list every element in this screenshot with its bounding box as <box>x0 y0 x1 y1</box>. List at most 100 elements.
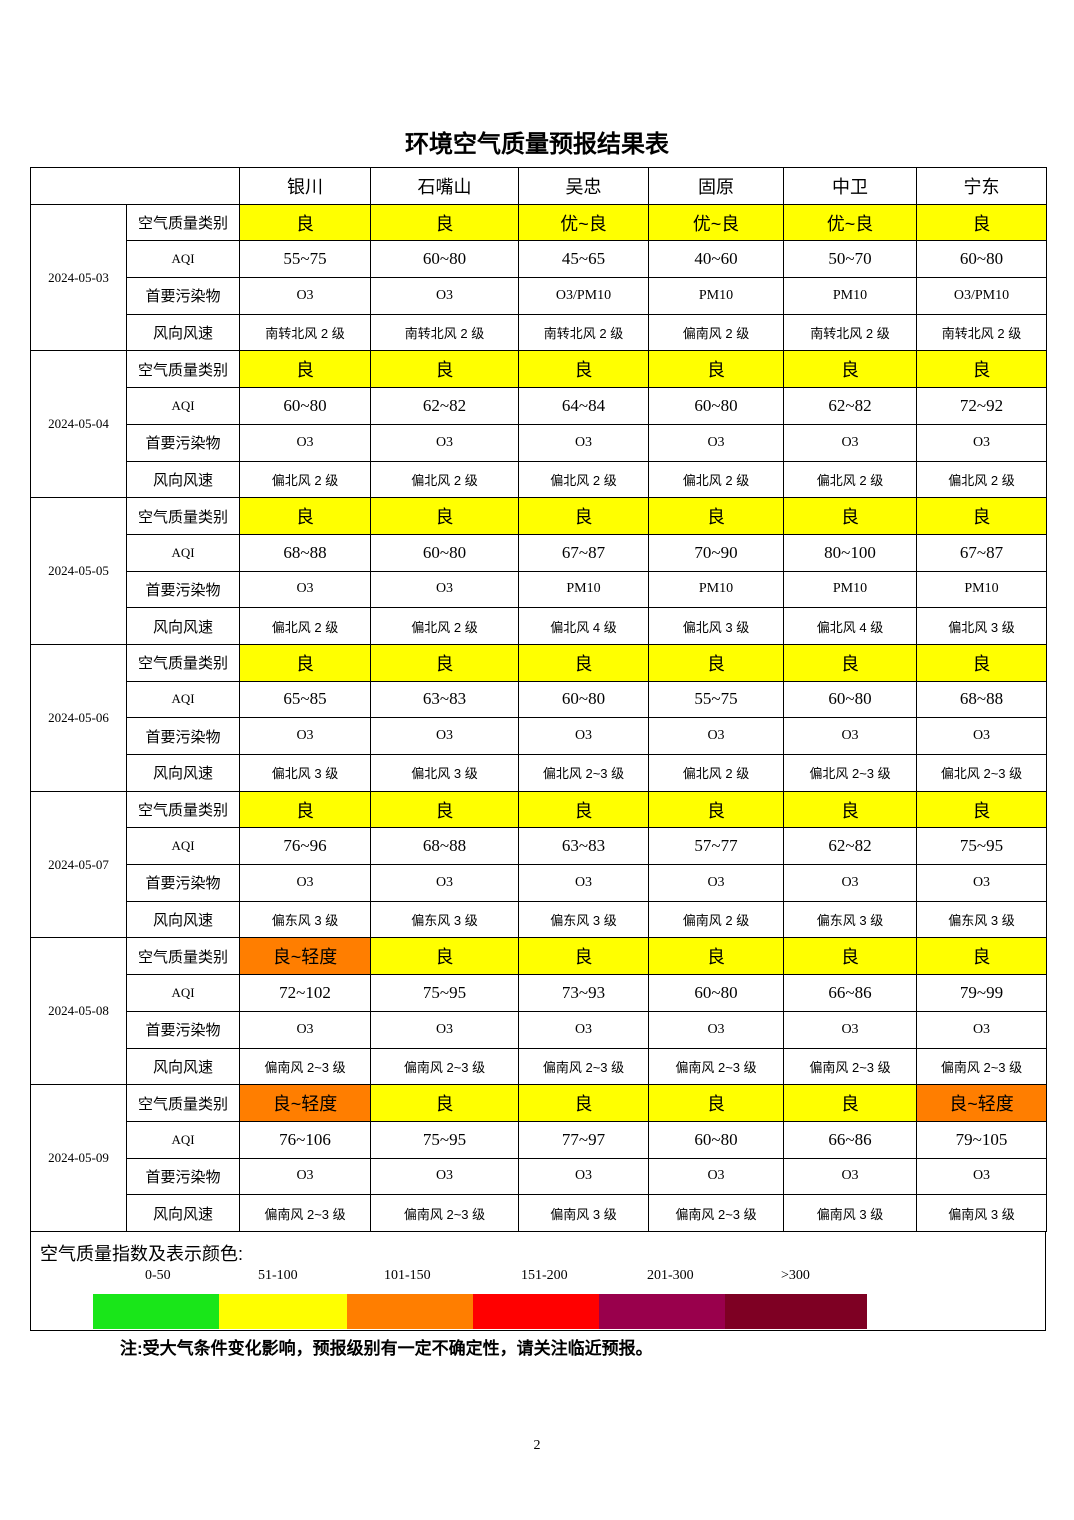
city-header: 银川 <box>239 167 371 205</box>
wind-cell: 偏南风 2~3 级 <box>783 1047 917 1086</box>
city-header: 石嘴山 <box>370 167 519 205</box>
legend-color-swatch <box>93 1294 219 1329</box>
table-row: 2024-05-09 空气质量类别 良~轻度良良良良良~轻度 <box>30 1084 1047 1232</box>
row-label-wind: 风向风速 <box>126 754 240 792</box>
wind-cell: 偏北风 3 级 <box>648 607 784 645</box>
pollutant-cell: O3 <box>518 1010 649 1049</box>
aqi-cell: 64~84 <box>518 387 649 425</box>
pollutant-cell: O3 <box>370 864 519 902</box>
aqi-cell: 57~77 <box>648 827 784 866</box>
category-cell: 良 <box>239 203 371 242</box>
wind-cell: 偏南风 3 级 <box>916 1194 1047 1232</box>
wind-cell: 偏北风 2 级 <box>239 460 371 499</box>
header-row: 银川 石嘴山 吴忠 固原 中卫 宁东 <box>30 167 1047 205</box>
aqi-cell: 75~95 <box>370 1120 519 1159</box>
category-cell: 良~轻度 <box>239 937 371 976</box>
pollutant-cell: O3 <box>370 1157 519 1196</box>
pollutant-cell: O3 <box>518 1157 649 1196</box>
wind-cell: 偏东风 3 级 <box>916 900 1047 939</box>
aqi-cell: 68~88 <box>370 827 519 866</box>
date-cell: 2024-05-08 <box>30 937 127 1086</box>
category-cell: 良 <box>783 497 917 535</box>
category-cell: 优~良 <box>783 203 917 242</box>
category-cell: 优~良 <box>648 203 784 242</box>
wind-cell: 偏南风 2 级 <box>648 313 784 352</box>
city-header: 中卫 <box>783 167 917 205</box>
row-label-wind: 风向风速 <box>126 900 240 939</box>
pollutant-cell: PM10 <box>916 570 1047 609</box>
row-label-wind: 风向风速 <box>126 313 240 352</box>
table-row: 首要污染物 O3 O3 O3 O3 O3 O3 <box>31 864 1047 902</box>
category-cell: 良 <box>239 497 371 535</box>
category-cell: 良 <box>239 790 371 829</box>
table-row: 首要污染物 O3 O3 PM10 PM10 PM10 PM10 <box>31 570 1047 609</box>
row-label-aqi: AQI <box>126 827 240 866</box>
category-cell: 良 <box>648 497 784 535</box>
aqi-cell: 60~80 <box>370 533 519 572</box>
table-row: AQI 76~96 68~88 63~83 57~77 62~82 75~95 <box>31 827 1047 866</box>
aqi-cell: 79~99 <box>916 974 1047 1012</box>
table-row: 风向风速 偏南风 2~3 级偏南风 2~3 级偏南风 3 级偏南风 2~3 级偏南… <box>31 1194 1047 1232</box>
pollutant-cell: PM10 <box>783 277 917 315</box>
legend-range-label: >300 <box>781 1268 810 1283</box>
pollutant-cell: O3 <box>916 423 1047 462</box>
table-row: 2024-05-07 空气质量类别良良良良良良 <box>30 790 1047 939</box>
category-cell: 良 <box>916 790 1047 829</box>
pollutant-cell: O3 <box>916 1010 1047 1049</box>
pollutant-cell: O3 <box>239 864 371 902</box>
wind-cell: 偏北风 2 级 <box>239 607 371 645</box>
table-row: 首要污染物 O3 O3 O3 O3 O3 O3 <box>31 717 1047 755</box>
table-row: 首要污染物 O3 O3 O3 O3 O3 O3 <box>31 1010 1047 1049</box>
aqi-cell: 75~95 <box>916 827 1047 866</box>
legend-range-label: 201-300 <box>647 1268 694 1283</box>
date-cell: 2024-05-07 <box>30 790 127 939</box>
wind-cell: 偏南风 2~3 级 <box>648 1047 784 1086</box>
pollutant-cell: O3/PM10 <box>916 277 1047 315</box>
pollutant-cell: O3 <box>370 277 519 315</box>
aqi-cell: 63~83 <box>370 680 519 719</box>
category-cell: 良 <box>916 937 1047 976</box>
row-label-aqi: AQI <box>126 533 240 572</box>
category-cell: 良 <box>518 1084 649 1122</box>
wind-cell: 偏东风 3 级 <box>239 900 371 939</box>
row-label-aqi: AQI <box>126 1120 240 1159</box>
disclaimer-note: 注:受大气条件变化影响，预报级别有一定不确定性，请关注临近预报。 <box>120 1339 653 1358</box>
aqi-cell: 55~75 <box>648 680 784 719</box>
wind-cell: 偏北风 2 级 <box>518 460 649 499</box>
date-cell: 2024-05-06 <box>30 643 127 792</box>
pollutant-cell: O3 <box>370 717 519 755</box>
city-header: 固原 <box>648 167 784 205</box>
row-label-wind: 风向风速 <box>126 1047 240 1086</box>
pollutant-cell: O3/PM10 <box>518 277 649 315</box>
row-label-category: 空气质量类别 <box>126 643 240 682</box>
table-row: 首要污染物 O3 O3 O3 O3 O3 O3 <box>31 423 1047 462</box>
category-cell: 良 <box>648 643 784 682</box>
category-cell: 良 <box>648 350 784 389</box>
category-cell: 良 <box>783 937 917 976</box>
wind-cell: 偏北风 3 级 <box>916 607 1047 645</box>
row-label-aqi: AQI <box>126 974 240 1012</box>
category-cell: 良 <box>648 1084 784 1122</box>
table-row: 首要污染物 O3 O3 O3/PM10 PM10 PM10 O3/PM10 <box>31 277 1047 315</box>
wind-cell: 偏北风 4 级 <box>518 607 649 645</box>
wind-cell: 偏南风 2~3 级 <box>370 1047 519 1086</box>
wind-cell: 偏北风 3 级 <box>239 754 371 792</box>
pollutant-cell: O3 <box>783 1010 917 1049</box>
category-cell: 良 <box>648 937 784 976</box>
category-cell: 良 <box>518 937 649 976</box>
category-cell: 良 <box>916 350 1047 389</box>
wind-cell: 偏北风 2~3 级 <box>783 754 917 792</box>
category-cell: 良 <box>783 643 917 682</box>
pollutant-cell: PM10 <box>648 277 784 315</box>
row-label-pollutant: 首要污染物 <box>126 570 240 609</box>
aqi-cell: 75~95 <box>370 974 519 1012</box>
pollutant-cell: O3 <box>916 717 1047 755</box>
table-row: 首要污染物 O3 O3 O3 O3 O3 O3 <box>31 1157 1047 1196</box>
pollutant-cell: O3 <box>239 570 371 609</box>
category-cell: 良 <box>916 497 1047 535</box>
category-cell: 良 <box>370 1084 519 1122</box>
aqi-cell: 60~80 <box>648 1120 784 1159</box>
aqi-cell: 76~106 <box>239 1120 371 1159</box>
category-cell: 良 <box>239 350 371 389</box>
row-label-pollutant: 首要污染物 <box>126 1157 240 1196</box>
